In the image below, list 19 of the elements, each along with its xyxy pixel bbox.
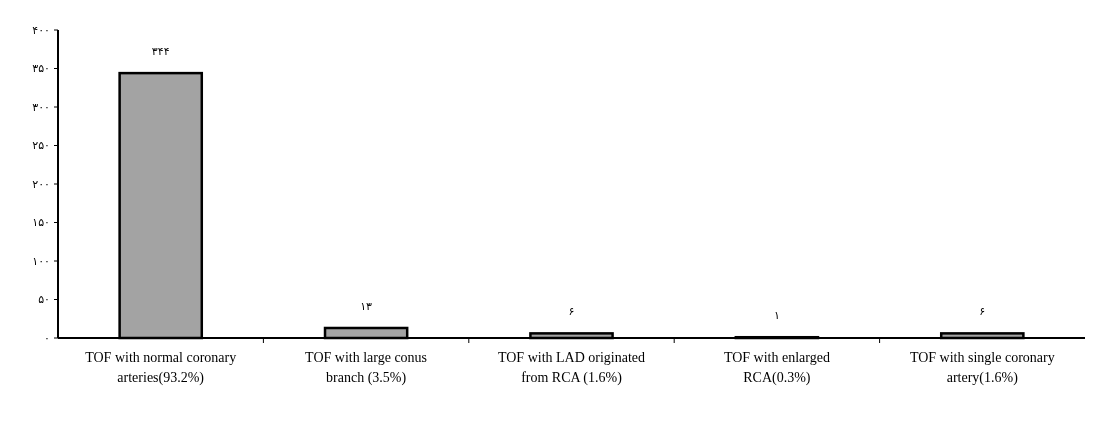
data-label: ۱ <box>773 309 780 323</box>
x-tick-label: TOF with normal coronary arteries(93.2%) <box>85 350 237 386</box>
x-tick-label: TOF with single coronary artery(1.6%) <box>909 350 1055 386</box>
y-tick-label: ۰ <box>44 331 50 345</box>
y-tick-label: ۱۵۰ <box>32 216 50 230</box>
y-tick-label: ۱۰۰ <box>32 254 50 268</box>
y-tick-label: ۲۵۰ <box>32 139 50 153</box>
y-tick-label: ۳۰۰ <box>32 100 50 114</box>
y-tick-label: ۴۰۰ <box>32 23 50 37</box>
x-tick-label: TOF with LAD originated from RCA (1.6%) <box>497 350 646 386</box>
y-tick-label: ۲۰۰ <box>32 177 50 191</box>
y-tick-label: ۵۰ <box>38 293 50 307</box>
data-label: ۶ <box>979 305 986 319</box>
y-tick-label: ۳۵۰ <box>32 62 50 76</box>
data-label: ۳۴۴ <box>151 45 170 59</box>
data-label: ۱۳ <box>360 299 373 313</box>
data-label: ۶ <box>568 305 575 319</box>
x-tick-label: TOF with enlarged RCA(0.3%) <box>723 350 830 386</box>
x-tick-label: TOF with large conus branch (3.5%) <box>305 350 428 386</box>
